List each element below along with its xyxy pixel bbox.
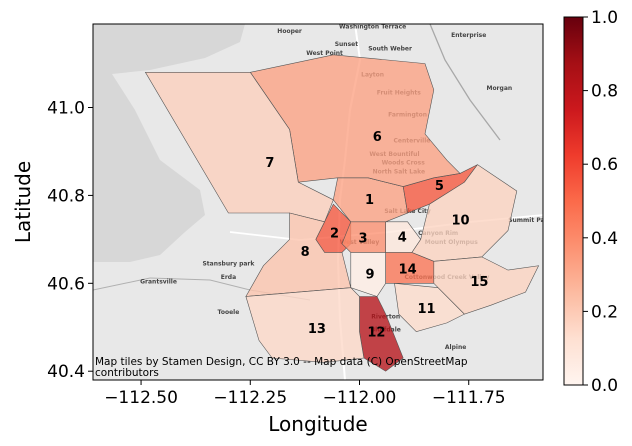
region-9[interactable] <box>350 252 387 297</box>
x-tick-label: −112.25 <box>213 388 287 408</box>
region-label-10: 10 <box>451 213 469 228</box>
place-label: Erda <box>221 274 236 281</box>
place-label: Grantsville <box>140 278 177 285</box>
region-label-12: 12 <box>367 325 385 340</box>
road-west <box>93 277 151 291</box>
region-label-6: 6 <box>373 130 382 145</box>
place-label: South Weber <box>368 45 412 52</box>
map-area: Hooper Washington Terrace Sunset South Webe… <box>93 23 552 380</box>
region-label-14: 14 <box>399 262 417 277</box>
y-tick-label: 40.4 <box>47 362 85 382</box>
region-label-9: 9 <box>365 268 374 283</box>
attribution-line-2: contributors <box>95 367 159 379</box>
colorbar-frame <box>563 16 584 386</box>
region-label-15: 15 <box>470 275 488 290</box>
place-label: Morgan <box>486 85 512 92</box>
place-label: Alpine <box>445 344 466 351</box>
region-15[interactable] <box>433 256 540 315</box>
x-tick-label: −112.00 <box>323 388 397 408</box>
y-tick-label: 40.8 <box>47 186 85 206</box>
colorbar-tick-label: 0.0 <box>591 376 618 396</box>
region-label-3: 3 <box>358 232 367 247</box>
region-6[interactable] <box>249 54 461 187</box>
choropleth-regions <box>144 54 540 372</box>
x-axis-ticks: −112.50 −112.25 −112.00 −111.75 <box>104 380 506 408</box>
region-label-2: 2 <box>330 227 339 242</box>
place-label: Enterprise <box>451 32 486 39</box>
colorbar-tick-label: 0.2 <box>591 302 618 322</box>
region-label-13: 13 <box>308 322 326 337</box>
colorbar-gradient <box>564 17 583 385</box>
region-label-1: 1 <box>365 193 374 208</box>
region-13[interactable] <box>245 287 365 363</box>
y-tick-label: 41.0 <box>47 99 85 119</box>
place-label: Hooper <box>277 28 302 35</box>
place-label: West Point <box>306 50 343 57</box>
place-label: Tooele <box>218 309 240 316</box>
y-axis-label: Latitude <box>11 161 35 243</box>
x-axis-label: Longitude <box>268 412 367 436</box>
region-label-8: 8 <box>301 245 310 260</box>
colorbar-ticks: 0.0 0.2 0.4 0.6 0.8 1.0 <box>583 8 618 396</box>
place-label: Summit Park <box>508 217 552 224</box>
colorbar-tick-label: 0.4 <box>591 229 618 249</box>
place-label: Washington Terrace <box>339 23 406 30</box>
road-i84 <box>429 24 501 141</box>
place-label: Stansbury park <box>202 261 255 268</box>
colorbar-tick-label: 1.0 <box>591 8 618 28</box>
y-axis-ticks: 40.4 40.6 40.8 41.0 <box>47 99 93 382</box>
region-7[interactable] <box>144 72 334 223</box>
attribution-line-1: Map tiles by Stamen Design, CC BY 3.0 --… <box>95 356 468 368</box>
colorbar-tick-label: 0.8 <box>591 82 618 102</box>
place-label: Sunset <box>335 41 359 48</box>
lake-shape <box>93 24 245 262</box>
region-label-11: 11 <box>417 302 435 317</box>
y-tick-label: 40.6 <box>47 274 85 294</box>
colorbar-tick-label: 0.6 <box>591 155 618 175</box>
region-label-4: 4 <box>398 231 407 246</box>
x-tick-label: −112.50 <box>104 388 178 408</box>
x-tick-label: −111.75 <box>432 388 506 408</box>
region-label-5: 5 <box>435 179 444 194</box>
map-frame <box>92 23 544 381</box>
region-label-7: 7 <box>265 156 274 171</box>
region-8[interactable] <box>245 212 352 297</box>
